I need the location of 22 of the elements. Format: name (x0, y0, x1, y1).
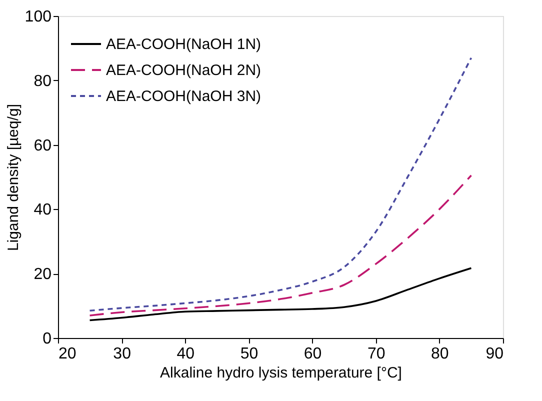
y-axis-title: Ligand density [µeq/g] (4, 104, 22, 252)
legend-label: AEA-COOH(NaOH 3N) (106, 88, 262, 105)
x-tick-label: 20 (58, 346, 76, 362)
y-tick-label: 100 (24, 8, 52, 26)
line-series (88, 267, 472, 322)
y-tick-label: 80 (34, 72, 52, 90)
y-tick-label: 20 (34, 266, 52, 284)
x-tick-label: 70 (367, 346, 386, 362)
x-tick-label: 50 (240, 346, 258, 362)
x-tick-label: 40 (176, 346, 195, 362)
y-tick-label: 0 (42, 330, 52, 348)
legend-label: AEA-COOH(NaOH 2N) (106, 62, 262, 79)
y-tick-label: 60 (34, 137, 52, 154)
x-axis-title: Alkaline hydro lysis temperature [°C] (160, 364, 402, 382)
x-tick-label: 90 (486, 346, 504, 362)
legend-label: AEA-COOH(NaOH 1N) (106, 36, 262, 53)
x-tick-label: 30 (113, 346, 132, 362)
y-tick-label: 40 (34, 202, 52, 219)
x-tick-label: 60 (304, 346, 322, 362)
x-tick-label: 80 (431, 346, 449, 362)
line-series (88, 56, 472, 312)
line-series (88, 174, 472, 316)
